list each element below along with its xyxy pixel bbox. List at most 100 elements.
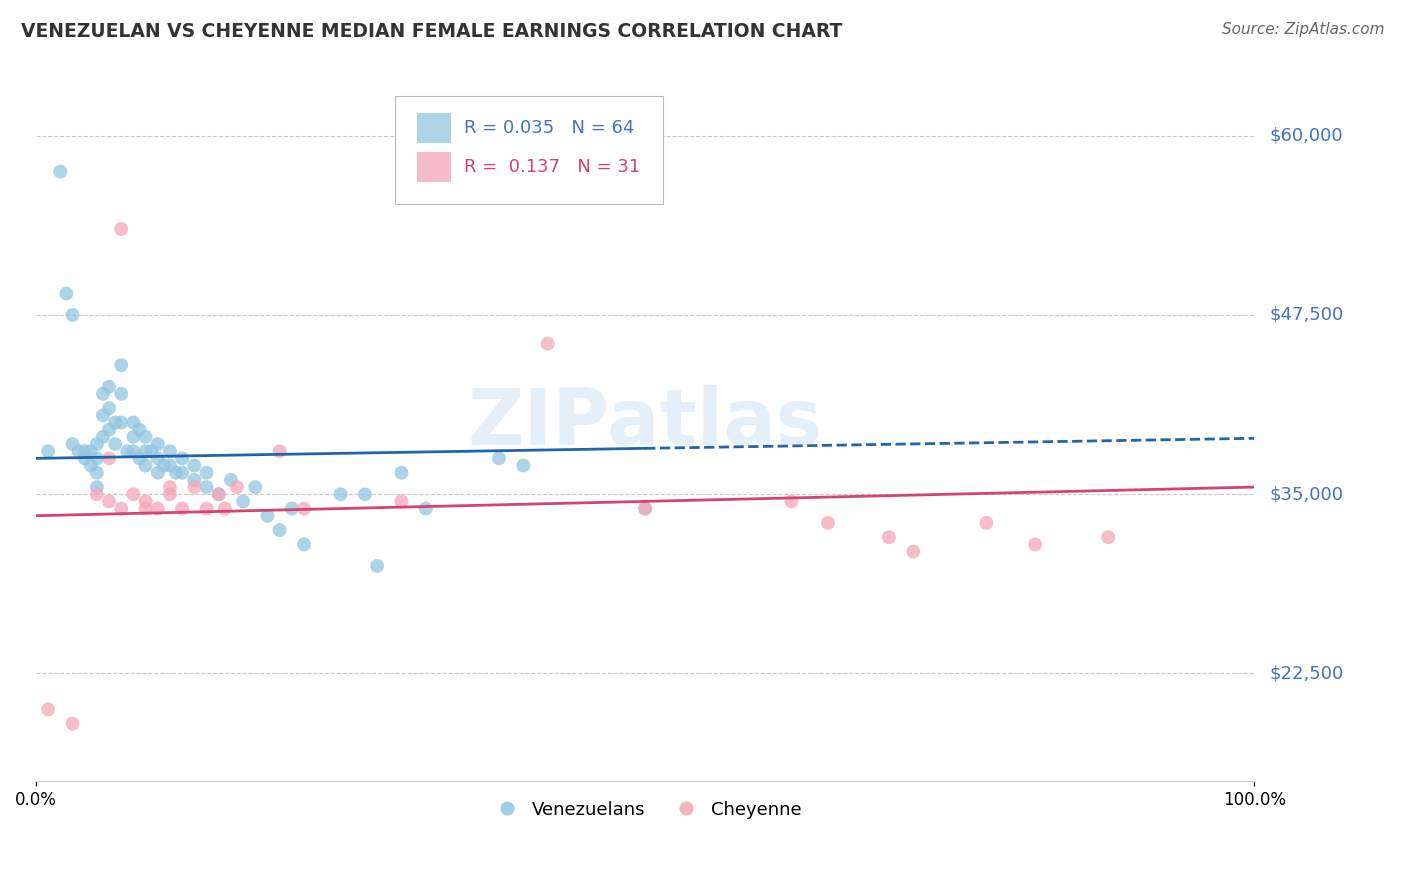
Point: [281, 501, 304, 516]
Point: [146, 451, 169, 466]
Point: [91, 409, 114, 423]
Point: [146, 501, 169, 516]
FancyBboxPatch shape: [418, 112, 451, 143]
Text: ZIPatlas: ZIPatlas: [468, 384, 823, 460]
Point: [86, 487, 108, 501]
Point: [98, 494, 121, 508]
Point: [86, 480, 108, 494]
Point: [73, 444, 96, 458]
Point: [62, 716, 84, 731]
Point: [146, 437, 169, 451]
Text: VENEZUELAN VS CHEYENNE MEDIAN FEMALE EARNINGS CORRELATION CHART: VENEZUELAN VS CHEYENNE MEDIAN FEMALE EAR…: [21, 22, 842, 41]
Point: [391, 466, 413, 480]
Text: Source: ZipAtlas.com: Source: ZipAtlas.com: [1222, 22, 1385, 37]
Text: $47,500: $47,500: [1270, 306, 1343, 324]
Point: [91, 430, 114, 444]
Point: [159, 444, 181, 458]
Point: [354, 487, 377, 501]
Point: [37, 702, 59, 716]
Point: [172, 451, 194, 466]
Point: [91, 387, 114, 401]
Point: [165, 466, 187, 480]
Point: [104, 416, 127, 430]
Point: [245, 480, 267, 494]
Point: [135, 494, 157, 508]
Point: [159, 458, 181, 473]
Point: [73, 451, 96, 466]
Point: [634, 501, 657, 516]
Point: [86, 437, 108, 451]
Point: [183, 480, 205, 494]
Point: [135, 444, 157, 458]
Point: [172, 466, 194, 480]
Point: [780, 494, 803, 508]
Point: [110, 501, 132, 516]
Point: [37, 444, 59, 458]
Point: [153, 458, 176, 473]
Point: [232, 494, 254, 508]
Point: [141, 444, 163, 458]
Point: [269, 523, 291, 537]
Point: [62, 308, 84, 322]
Point: [219, 473, 242, 487]
Point: [62, 437, 84, 451]
Legend: Venezuelans, Cheyenne: Venezuelans, Cheyenne: [482, 793, 808, 826]
Point: [269, 444, 291, 458]
Point: [117, 444, 139, 458]
Point: [195, 480, 218, 494]
Point: [128, 423, 150, 437]
Point: [98, 401, 121, 416]
Point: [128, 451, 150, 466]
FancyBboxPatch shape: [418, 153, 451, 182]
Point: [98, 423, 121, 437]
Text: $35,000: $35,000: [1270, 485, 1343, 503]
Point: [512, 458, 534, 473]
Point: [67, 444, 90, 458]
Point: [135, 458, 157, 473]
Point: [877, 530, 900, 544]
Point: [110, 416, 132, 430]
Point: [80, 444, 103, 458]
Point: [634, 501, 657, 516]
Point: [1024, 537, 1046, 551]
Point: [976, 516, 998, 530]
Point: [214, 501, 236, 516]
Point: [537, 336, 560, 351]
Point: [49, 164, 72, 178]
Point: [122, 430, 145, 444]
Text: $60,000: $60,000: [1270, 127, 1343, 145]
Point: [366, 558, 388, 573]
Point: [195, 501, 218, 516]
Point: [208, 487, 231, 501]
Point: [329, 487, 352, 501]
Point: [817, 516, 839, 530]
Point: [110, 222, 132, 236]
Point: [172, 501, 194, 516]
Point: [80, 458, 103, 473]
Point: [208, 487, 231, 501]
Point: [135, 430, 157, 444]
Point: [256, 508, 278, 523]
Point: [391, 494, 413, 508]
Point: [292, 537, 315, 551]
Point: [415, 501, 437, 516]
Point: [98, 451, 121, 466]
Point: [122, 416, 145, 430]
Point: [183, 458, 205, 473]
Point: [226, 480, 249, 494]
Point: [195, 466, 218, 480]
Point: [86, 451, 108, 466]
Point: [488, 451, 510, 466]
Point: [183, 473, 205, 487]
Point: [146, 466, 169, 480]
Text: R =  0.137   N = 31: R = 0.137 N = 31: [464, 158, 640, 177]
Point: [98, 379, 121, 393]
Text: R = 0.035   N = 64: R = 0.035 N = 64: [464, 119, 634, 136]
Point: [292, 501, 315, 516]
Point: [159, 487, 181, 501]
Point: [110, 387, 132, 401]
Point: [159, 480, 181, 494]
Point: [104, 437, 127, 451]
Point: [135, 501, 157, 516]
Point: [110, 358, 132, 372]
